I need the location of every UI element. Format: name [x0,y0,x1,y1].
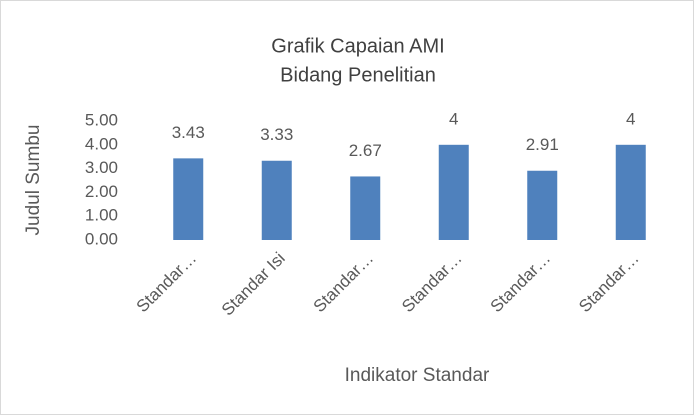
bar [527,170,558,240]
x-axis-title: Indikator Standar [345,365,490,386]
bar [615,144,646,240]
bar [438,144,469,240]
y-axis-title: Judul Sumbu [23,125,44,236]
data-label: 3.43 [172,123,205,142]
data-label: 4 [626,109,635,128]
data-label: 2.91 [526,135,559,154]
y-tick-label: 3.00 [85,158,118,177]
data-label: 4 [449,109,458,128]
data-label: 3.33 [260,125,293,144]
bar [173,158,204,240]
chart-title: Grafik Capaian AMI [271,35,444,57]
y-tick-label: 1.00 [85,206,118,225]
chart-subtitle: Bidang Penelitian [280,64,436,86]
y-tick-label: 2.00 [85,182,118,201]
bar [261,160,292,240]
y-tick-label: 0.00 [85,229,118,248]
y-tick-label: 4.00 [85,134,118,153]
data-label: 2.67 [349,141,382,160]
y-tick-label: 5.00 [85,110,118,129]
bar [350,176,381,240]
